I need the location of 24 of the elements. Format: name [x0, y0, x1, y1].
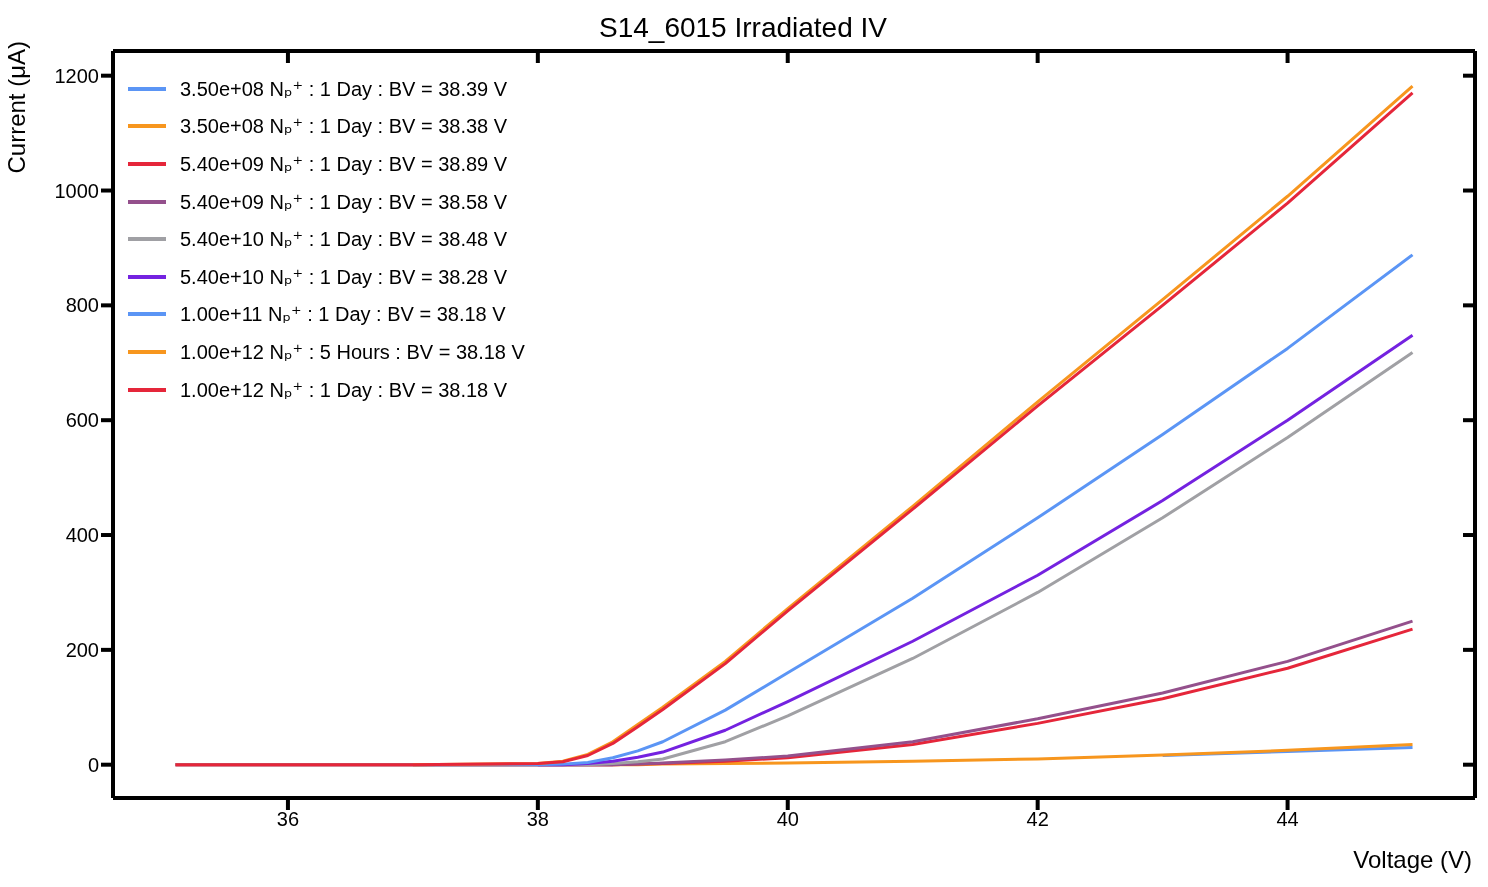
legend-label: 3.50e+08 Nₚ⁺ : 1 Day : BV = 38.39 V — [180, 76, 508, 101]
y-tick-label: 400 — [65, 524, 99, 547]
y-tick-label: 200 — [65, 638, 99, 661]
x-tick-label: 36 — [276, 808, 300, 831]
x-tick-label: 40 — [776, 808, 799, 831]
y-tick-label: 1200 — [54, 64, 99, 87]
legend-label: 1.00e+12 Nₚ⁺ : 5 Hours : BV = 38.18 V — [180, 339, 525, 364]
legend-label: 5.40e+09 Nₚ⁺ : 1 Day : BV = 38.58 V — [180, 189, 508, 214]
y-tick-label: 1000 — [54, 179, 99, 202]
y-tick-label: 600 — [65, 409, 99, 432]
legend-label: 5.40e+10 Nₚ⁺ : 1 Day : BV = 38.28 V — [180, 264, 508, 289]
legend-label: 3.50e+08 Nₚ⁺ : 1 Day : BV = 38.38 V — [180, 114, 508, 139]
legend-label: 1.00e+12 Nₚ⁺ : 1 Day : BV = 38.18 V — [180, 377, 508, 402]
legend-label: 5.40e+09 Nₚ⁺ : 1 Day : BV = 38.89 V — [180, 152, 508, 176]
legend-label: 1.00e+11 Nₚ⁺ : 1 Day : BV = 38.18 V — [180, 302, 506, 327]
y-axis-title: Current (μA) — [3, 41, 31, 174]
y-tick-label: 800 — [65, 294, 99, 317]
x-tick-label: 44 — [1276, 808, 1299, 831]
x-tick-label: 42 — [1026, 808, 1049, 831]
y-tick-label: 0 — [87, 753, 99, 776]
chart-title: S14_6015 Irradiated IV — [599, 12, 887, 43]
legend-label: 5.40e+10 Nₚ⁺ : 1 Day : BV = 38.48 V — [180, 227, 508, 252]
x-tick-label: 38 — [526, 808, 549, 831]
x-axis-title: Voltage (V) — [1353, 846, 1472, 874]
